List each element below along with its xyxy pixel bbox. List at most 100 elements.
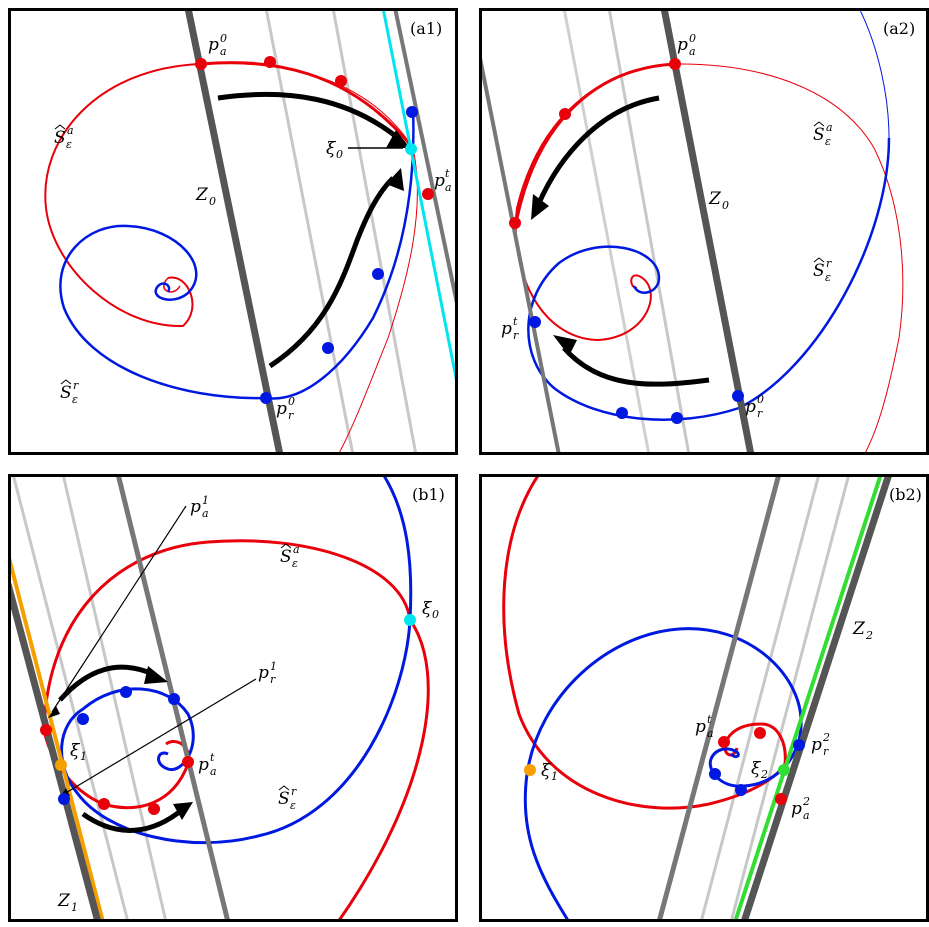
label-pat: p at — [198, 751, 217, 778]
svg-text:a: a — [445, 181, 452, 194]
red-points — [40, 724, 194, 815]
light-lines — [264, 8, 418, 455]
label-pa2: p a2 — [791, 795, 810, 822]
svg-text:ξ: ξ — [70, 741, 81, 761]
svg-text:r: r — [826, 257, 832, 270]
svg-text:p: p — [695, 717, 706, 737]
xi0-point — [405, 143, 417, 155]
label-pr1: p r1 — [258, 660, 277, 686]
svg-text:ε: ε — [825, 271, 831, 284]
svg-text:1: 1 — [80, 750, 87, 763]
svg-text:p: p — [811, 735, 822, 755]
fold-line-Z0 — [184, 8, 284, 455]
xi1-point — [524, 764, 536, 776]
svg-text:ξ: ξ — [422, 599, 433, 619]
svg-text:p: p — [276, 399, 287, 419]
svg-text:r: r — [757, 407, 763, 420]
svg-text:0: 0 — [288, 395, 295, 408]
xi2-point — [778, 764, 790, 776]
light-lines — [562, 8, 691, 455]
svg-text:r: r — [270, 673, 276, 686]
red-points — [195, 56, 434, 200]
svg-text:0: 0 — [336, 148, 343, 161]
xi0-point — [404, 614, 416, 626]
hat-accent — [813, 121, 825, 127]
svg-text:ε: ε — [292, 557, 298, 570]
svg-text:S: S — [813, 125, 825, 145]
svg-text:2: 2 — [802, 795, 810, 808]
blue-points — [58, 686, 180, 805]
svg-text:r: r — [291, 785, 297, 798]
hat-accent — [60, 379, 72, 385]
blue-points — [709, 739, 805, 796]
svg-text:S: S — [813, 261, 825, 281]
label-pat: p at — [434, 167, 452, 194]
hat-accent — [280, 543, 292, 549]
light-lines — [11, 474, 168, 922]
label-pa1: p a1 — [190, 494, 209, 520]
repelling-slow-manifold — [59, 107, 415, 400]
svg-text:0: 0 — [220, 32, 227, 45]
svg-text:S: S — [278, 789, 290, 809]
panel-tag: (a1) — [410, 19, 442, 38]
label-prt: p rt — [501, 315, 519, 342]
svg-text:r: r — [823, 745, 829, 758]
svg-text:Z: Z — [852, 619, 866, 639]
svg-text:t: t — [210, 751, 215, 764]
fold-line-dark — [656, 474, 782, 922]
tangent-line — [381, 8, 458, 396]
label-pr0: p r0 — [276, 395, 295, 422]
svg-text:ε: ε — [66, 138, 72, 151]
svg-text:Z: Z — [195, 185, 209, 205]
svg-text:r: r — [513, 329, 519, 342]
hat-accent — [813, 257, 825, 263]
svg-text:t: t — [707, 713, 712, 726]
svg-text:1: 1 — [202, 494, 209, 507]
svg-text:S: S — [54, 128, 66, 148]
attracting-slow-manifold — [44, 61, 418, 455]
svg-text:p: p — [208, 35, 219, 55]
svg-text:a: a — [689, 45, 696, 58]
svg-text:1: 1 — [71, 901, 78, 914]
flow-arrows — [58, 664, 185, 833]
blue-points — [529, 316, 744, 424]
svg-text:ε: ε — [72, 393, 78, 406]
svg-text:p: p — [198, 755, 209, 775]
svg-text:Z: Z — [57, 891, 71, 911]
red-points — [718, 727, 787, 805]
hat-accent — [278, 785, 290, 791]
pointer-lines — [51, 505, 257, 795]
fold-line-Z0 — [660, 8, 755, 455]
svg-text:a: a — [707, 727, 714, 740]
svg-text:S: S — [60, 383, 72, 403]
svg-text:2: 2 — [822, 731, 830, 744]
svg-text:a: a — [293, 543, 300, 556]
svg-text:t: t — [513, 315, 518, 328]
label-pr0: p r0 — [745, 393, 764, 420]
flow-arrows — [536, 95, 710, 387]
svg-text:Z: Z — [708, 189, 722, 209]
panel-tag: (b1) — [412, 485, 445, 504]
svg-text:p: p — [258, 663, 269, 683]
svg-text:a: a — [67, 124, 74, 137]
svg-text:0: 0 — [757, 393, 764, 406]
svg-text:ε: ε — [290, 799, 296, 812]
fold-line-Z2 — [740, 474, 893, 922]
svg-text:S: S — [280, 547, 292, 567]
svg-text:p: p — [501, 319, 512, 339]
label-pr2: p r2 — [811, 731, 830, 758]
svg-text:0: 0 — [689, 32, 696, 45]
